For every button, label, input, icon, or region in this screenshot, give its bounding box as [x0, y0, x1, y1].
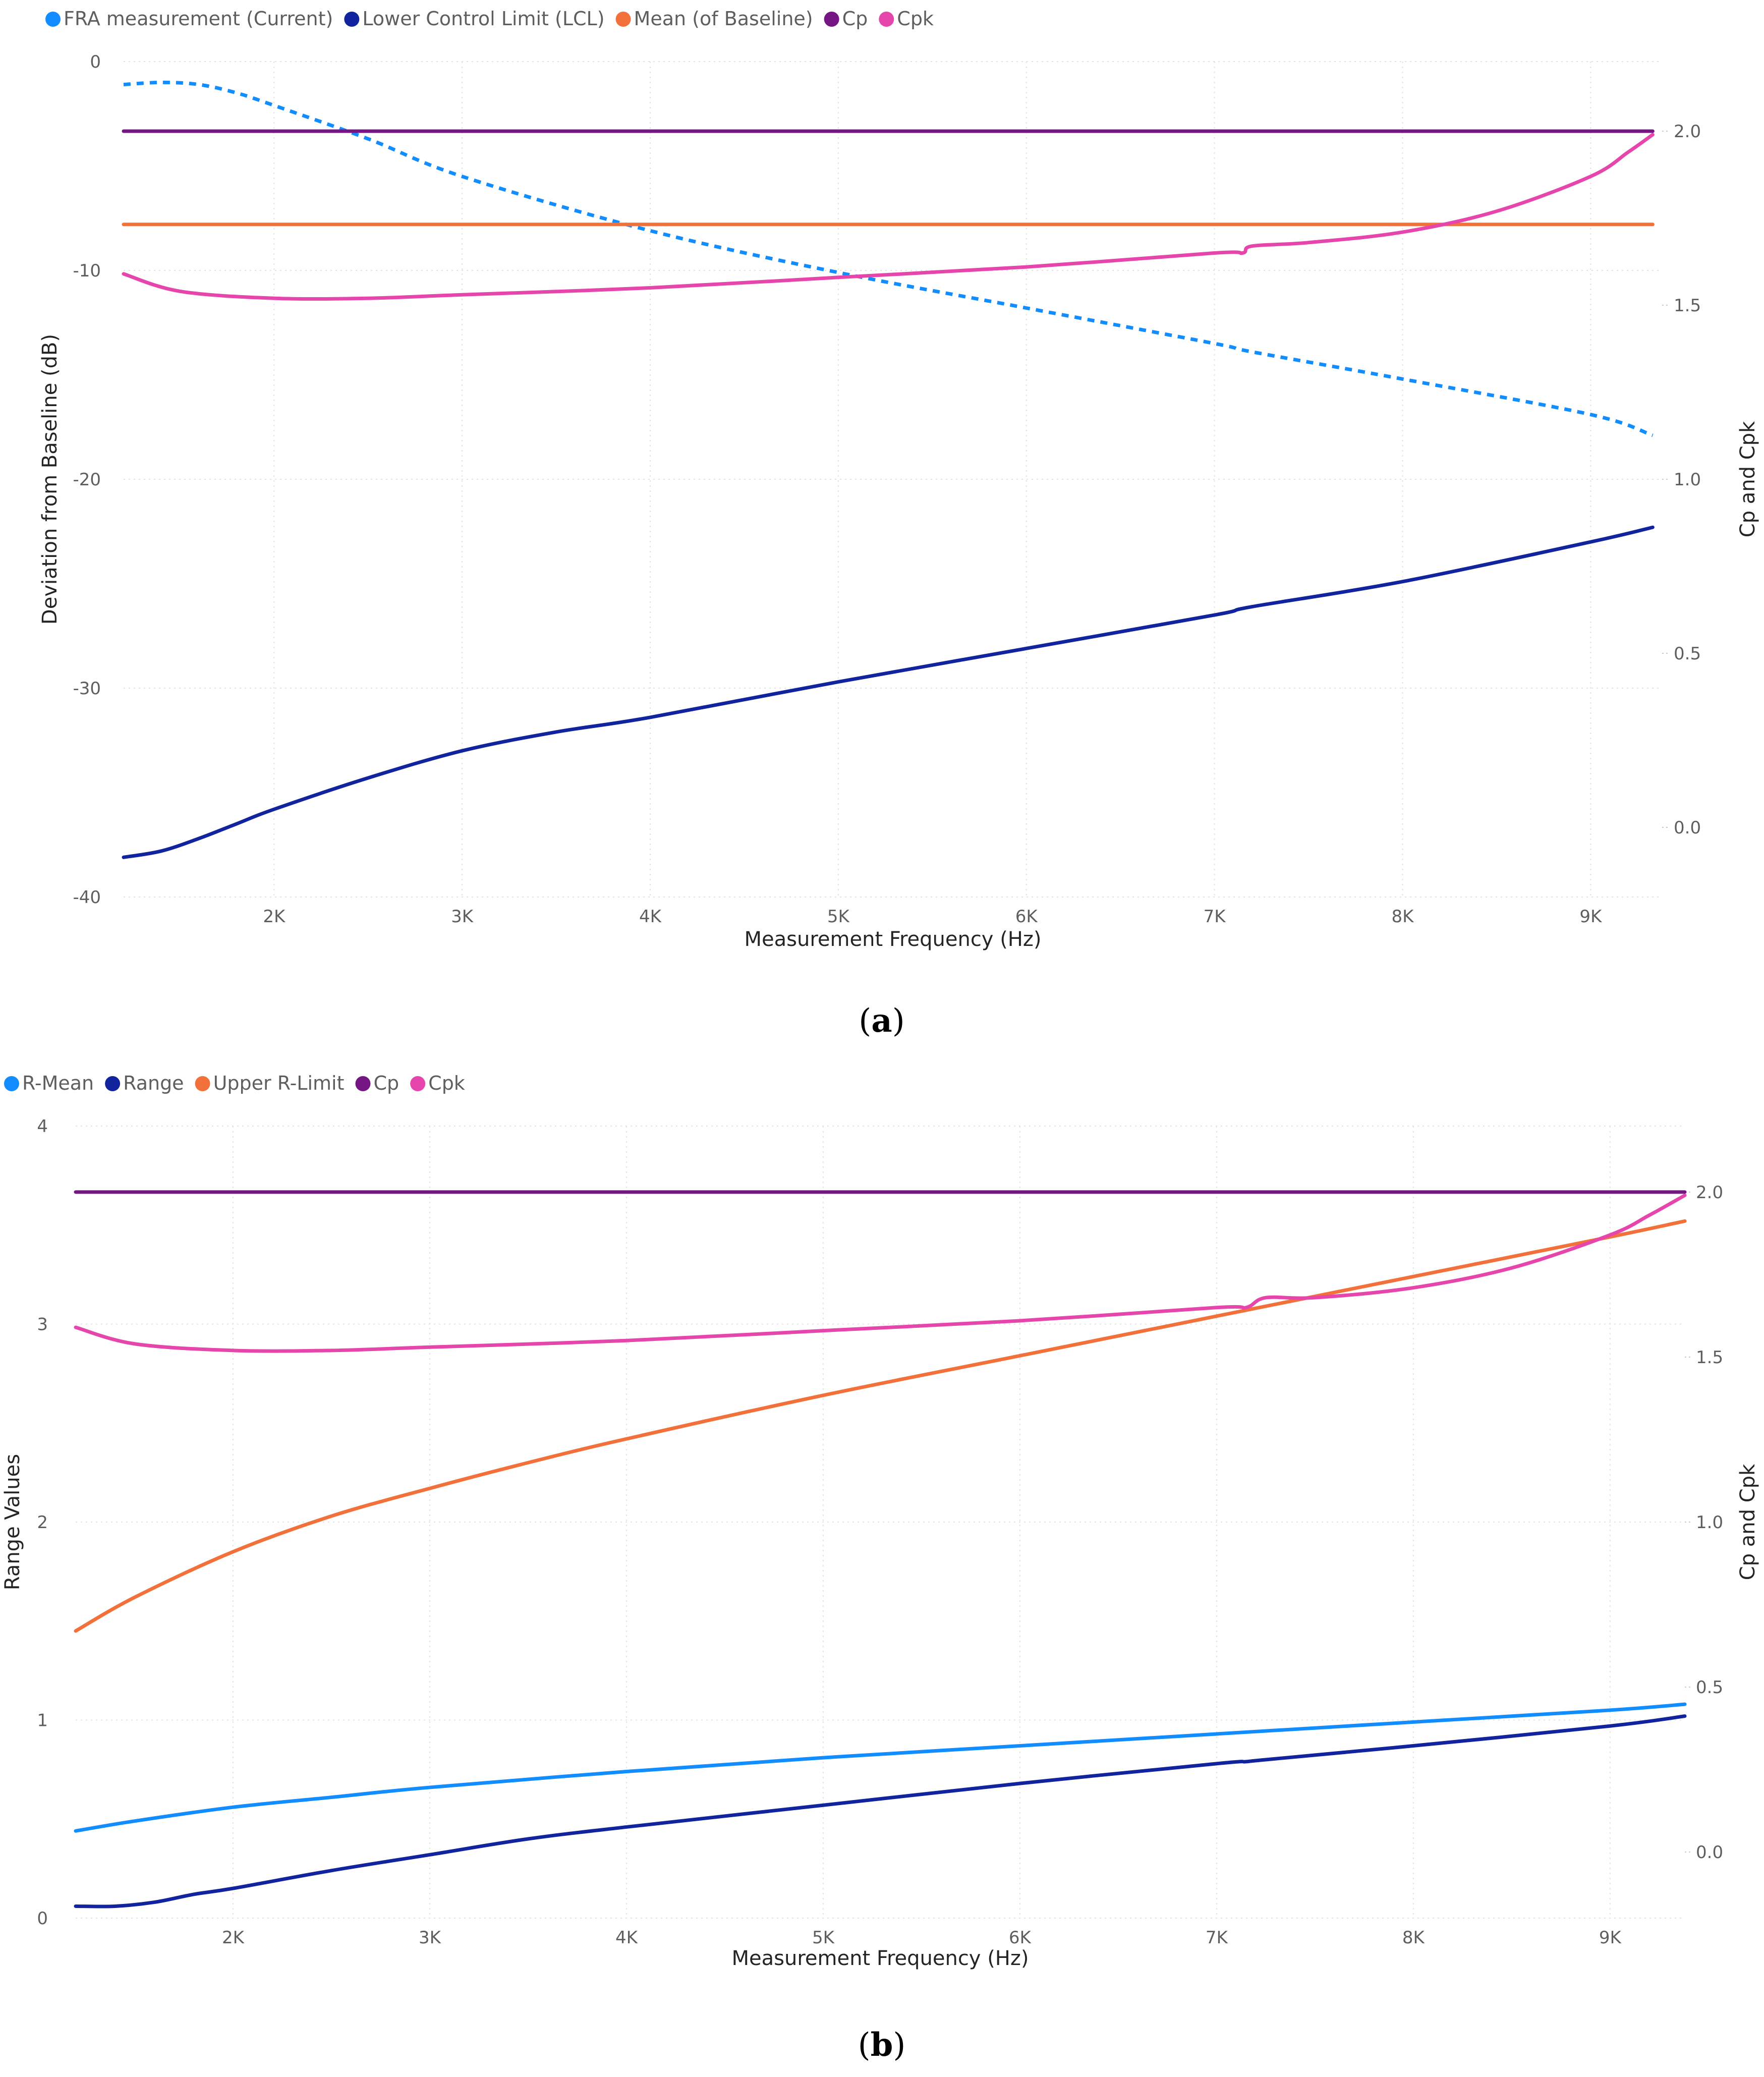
- x-tick-label: 8K: [1391, 907, 1414, 927]
- series-line-r-mean: [74, 1702, 1687, 1833]
- y-tick-label: 0: [90, 52, 101, 72]
- legend: R-Mean Range Upper R-Limit Cp Cpk: [4, 1072, 465, 1094]
- legend-label: Lower Control Limit (LCL): [362, 8, 604, 30]
- legend-item: Upper R-Limit: [195, 1072, 345, 1094]
- x-tick-label: 2K: [222, 1928, 245, 1948]
- legend-item: Cpk: [879, 8, 934, 30]
- x-tick-label: 5K: [827, 907, 850, 927]
- y2-axis-title: Cp and Cpk: [1736, 421, 1759, 537]
- y2-tick-label: 1.0: [1696, 1512, 1723, 1533]
- y2-axis-title: Cp and Cpk: [1736, 1464, 1759, 1580]
- series-line-cpk: [122, 133, 1655, 301]
- legend-item: Range: [105, 1072, 184, 1094]
- y-tick-label: -30: [73, 679, 101, 699]
- x-tick-label: 9K: [1579, 907, 1603, 927]
- legend-label: Cpk: [897, 8, 934, 30]
- y2-tick-label: 0.0: [1696, 1842, 1723, 1863]
- legend-item: Cp: [824, 8, 868, 30]
- x-tick-label: 6K: [1009, 1928, 1032, 1948]
- y2-tick-label: 2.0: [1696, 1183, 1723, 1203]
- legend-marker-icon: [344, 12, 360, 27]
- series-line-lower-control-limit-lcl: [122, 525, 1655, 859]
- x-tick-label: 5K: [812, 1928, 835, 1948]
- legend-marker-icon: [105, 1076, 121, 1091]
- caption-paren: (: [858, 2027, 871, 2064]
- y-axis-title: Range Values: [1, 1454, 24, 1590]
- legend-label: Cp: [374, 1072, 400, 1094]
- legend-marker-icon: [410, 1076, 426, 1091]
- x-tick-label: 6K: [1015, 907, 1039, 927]
- y-axis-title: Deviation from Baseline (dB): [38, 334, 62, 625]
- y-tick-label: -10: [73, 261, 101, 281]
- y2-tick-label: 1.0: [1674, 470, 1701, 490]
- gridlines: [124, 61, 1669, 897]
- legend-item: R-Mean: [4, 1072, 94, 1094]
- legend-label: R-Mean: [22, 1072, 94, 1094]
- y2-tick-label: 0.5: [1696, 1677, 1723, 1698]
- legend-marker-icon: [824, 12, 839, 27]
- legend-item: Mean (of Baseline): [615, 8, 813, 30]
- x-axis-title: Measurement Frequency (Hz): [732, 1947, 1029, 1970]
- chart-a-svg: 2K 3K 4K 5K 6K 7K 8K 9K 0 -10 -20 -30 -40 2.0 1.5 1.0 0.…: [38, 8, 1759, 1040]
- legend-label: Range: [123, 1072, 184, 1094]
- y-tick-label: 0: [37, 1908, 48, 1929]
- legend-label: Mean (of Baseline): [634, 8, 813, 30]
- legend: FRA measurement (Current) Lower Control L…: [45, 8, 934, 30]
- x-tick-label: 3K: [451, 907, 474, 927]
- chart-b-svg: 2K 3K 4K 5K 6K 7K 8K 9K 4 3 2 1 0 2.0 1.5 1.0 0.5 0.0 Meas…: [1, 1072, 1759, 2064]
- legend-item: Cpk: [410, 1072, 465, 1094]
- caption-paren: ): [892, 1002, 905, 1040]
- caption-paren: (: [859, 1002, 871, 1040]
- legend-item: Lower Control Limit (LCL): [344, 8, 605, 30]
- y-tick-label: -40: [73, 887, 101, 908]
- legend-item: Cp: [355, 1072, 400, 1094]
- y-tick-label: 2: [37, 1512, 48, 1533]
- legend-label: Cpk: [428, 1072, 465, 1094]
- y-tick-label: 1: [37, 1711, 48, 1731]
- y-tick-label: 4: [37, 1116, 48, 1137]
- legend-marker-icon: [195, 1076, 210, 1091]
- x-tick-label: 8K: [1402, 1928, 1426, 1948]
- series-line-cpk: [74, 1193, 1687, 1353]
- x-tick-label: 7K: [1206, 1928, 1229, 1948]
- y-tick-label: 3: [37, 1315, 48, 1335]
- legend-label: Upper R-Limit: [213, 1072, 345, 1094]
- y2-tick-label: 1.5: [1674, 296, 1701, 316]
- series-line-fra-measurement-current: [123, 80, 1654, 437]
- legend-label: Cp: [842, 8, 868, 30]
- legend-marker-icon: [355, 1076, 371, 1091]
- legend-marker-icon: [615, 12, 631, 27]
- x-tick-label: 2K: [263, 907, 286, 927]
- legend-marker-icon: [4, 1076, 19, 1091]
- figure-caption: (a): [859, 1002, 904, 1040]
- series-line-range: [74, 1714, 1687, 1908]
- x-tick-label: 4K: [639, 907, 662, 927]
- series-line-upper-r-limit: [74, 1219, 1687, 1633]
- x-tick-label: 7K: [1204, 907, 1227, 927]
- x-tick-label: 3K: [419, 1928, 442, 1948]
- caption-paren: ): [893, 2027, 905, 2064]
- y2-tick-label: 0.5: [1674, 644, 1701, 664]
- y-tick-label: -20: [73, 470, 101, 490]
- figure-caption: (b): [858, 2026, 906, 2064]
- legend-marker-icon: [879, 12, 894, 27]
- y2-tick-label: 0.0: [1674, 818, 1701, 838]
- gridlines: [76, 1126, 1692, 1919]
- legend-label: FRA measurement (Current): [64, 8, 333, 30]
- x-tick-label: 9K: [1599, 1928, 1622, 1948]
- caption-letter: b: [871, 2026, 893, 2064]
- y2-tick-label: 2.0: [1674, 122, 1701, 142]
- chart-b: 2K 3K 4K 5K 6K 7K 8K 9K 4 3 2 1 0 2.0 1.5 1.0 0.5 0.0 Meas…: [0, 1054, 1764, 2075]
- chart-a: 2K 3K 4K 5K 6K 7K 8K 9K 0 -10 -20 -30 -40 2.0 1.5 1.0 0.…: [38, 8, 1759, 1040]
- x-axis-title: Measurement Frequency (Hz): [745, 928, 1042, 951]
- y2-tick-label: 1.5: [1696, 1348, 1723, 1368]
- caption-letter: a: [871, 1002, 892, 1040]
- legend-item: FRA measurement (Current): [45, 8, 333, 30]
- x-tick-label: 4K: [615, 1928, 639, 1948]
- legend-marker-icon: [45, 12, 61, 27]
